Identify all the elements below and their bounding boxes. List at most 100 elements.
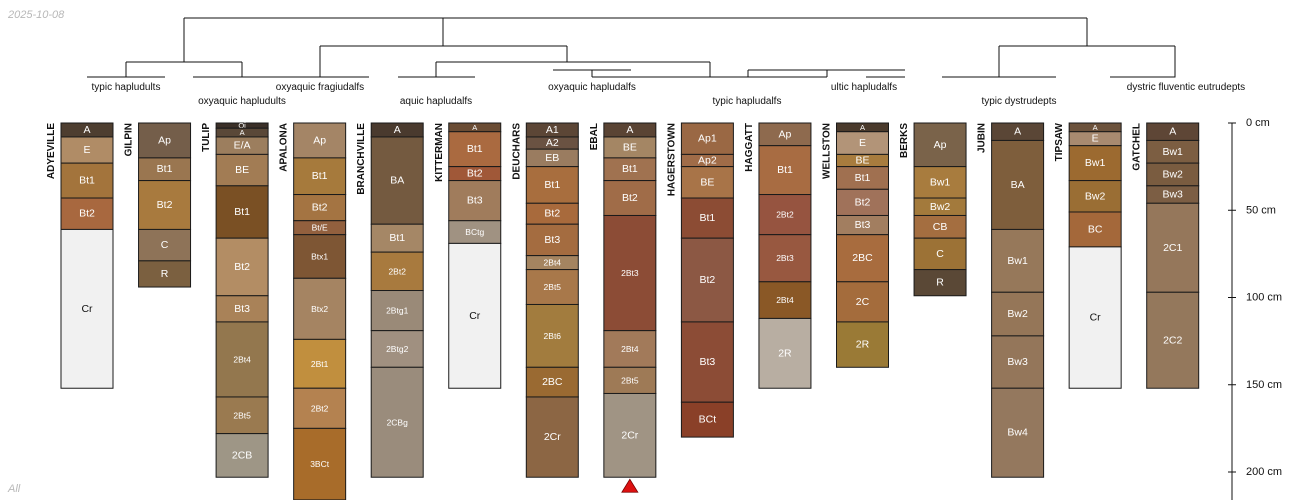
horizon-block — [680, 197, 734, 239]
horizon-block — [913, 269, 967, 297]
horizon-label: 2C2 — [1163, 334, 1182, 346]
horizon-label: 2BC — [852, 252, 873, 264]
horizon-block — [836, 234, 889, 283]
taxonomy-labels: typic hapludults oxyaquic hapludults oxy… — [92, 82, 1246, 107]
horizon-label: A — [1014, 126, 1021, 138]
taxon-label: typic hapludults — [92, 82, 161, 93]
horizon-block — [370, 290, 424, 332]
horizon-block — [603, 330, 657, 368]
horizon-label: BE — [235, 164, 249, 176]
horizon-block — [1068, 246, 1122, 389]
profile-name: EBAL — [589, 123, 600, 150]
dendrogram — [87, 17, 1176, 78]
horizon-block — [60, 228, 114, 389]
horizon-label: E — [1092, 133, 1099, 145]
horizon-label: Bt2 — [700, 274, 716, 286]
horizon-label: Ap — [934, 139, 947, 151]
soil-profile: HAGGATT Ap Bt1 2Bt2 2Bt3 2Bt4 2R — [744, 122, 812, 389]
profile-name: JUBIN — [977, 123, 988, 153]
depth-axis: 0 cm 50 cm 100 cm 150 cm 200 cm — [1228, 117, 1282, 500]
soil-profile: EBAL A BE Bt1 Bt2 2Bt3 2Bt4 2Bt5 2Cr — [589, 122, 657, 478]
horizon-label: Bt1 — [312, 170, 328, 182]
horizon-label: Oi — [238, 121, 246, 130]
horizon-label: 2Bt5 — [544, 282, 562, 292]
horizon-label: 2Cr — [544, 431, 561, 443]
horizon-label: Btx1 — [311, 251, 328, 261]
profile-name: ADYEVILLE — [46, 123, 57, 179]
horizon-label: Cr — [469, 310, 481, 322]
horizon-label: 2CBg — [387, 417, 409, 427]
horizon-block — [1068, 145, 1122, 182]
horizon-block — [1068, 180, 1122, 213]
horizon-label: 2Bt2 — [776, 210, 794, 220]
collection-label: All — [7, 483, 21, 495]
horizon-label: 2R — [778, 347, 792, 359]
horizon-label: A — [626, 124, 633, 136]
profile-name: DEUCHARS — [511, 123, 522, 180]
soil-profile: GATCHEL A Bw1 Bw2 Bw3 2C1 2C2 — [1132, 122, 1200, 389]
horizon-block — [525, 396, 579, 478]
horizon-label: 2C — [856, 296, 870, 308]
horizon-block — [680, 401, 734, 438]
horizon-label: A — [472, 123, 477, 132]
horizon-block — [991, 335, 1045, 389]
horizon-label: Btx2 — [311, 304, 328, 314]
horizon-label: A1 — [546, 124, 559, 136]
warning-triangle-icon — [621, 478, 639, 493]
depth-tick-label: 150 cm — [1246, 379, 1282, 391]
horizon-block — [836, 281, 889, 323]
horizon-label: Bw1 — [930, 176, 951, 188]
soil-profile: HAGERSTOWN Ap1 Ap2 BE Bt1 Bt2 Bt3 BCt — [666, 122, 734, 438]
soil-profile: APALONA Ap Bt1 Bt2 Bt/E Btx1 Btx2 2Bt1 2Bt2 3BCt — [279, 122, 347, 500]
taxon-label: oxyaquic hapludults — [198, 96, 286, 107]
horizon-label: E — [859, 137, 866, 149]
horizon-label: C — [161, 239, 169, 251]
soil-profile: ADYEVILLE AE Bt1 Bt2 Cr — [46, 122, 114, 389]
profile-name: WELLSTON — [822, 123, 833, 179]
depth-tick-label: 0 cm — [1246, 117, 1270, 129]
horizon-label: Ap — [779, 128, 792, 140]
horizon-block — [680, 166, 734, 199]
taxon-label: oxyaquic hapludalfs — [548, 82, 636, 93]
horizon-label: 2R — [856, 339, 870, 351]
horizon-label: 2Bt3 — [621, 268, 639, 278]
horizon-label: A — [1169, 126, 1176, 138]
profile-name: TULIP — [201, 123, 212, 152]
horizon-label: Bt2 — [622, 192, 638, 204]
profile-name: GATCHEL — [1132, 123, 1143, 171]
horizon-label: 3BCt — [310, 459, 330, 469]
horizon-label: A — [83, 124, 90, 136]
horizon-label: BCt — [699, 414, 717, 426]
soil-profile: BRANCHVILLE A BA Bt1 2Bt2 2Btg1 2Btg2 2CBg — [356, 122, 424, 478]
horizon-label: Bw2 — [1085, 190, 1106, 202]
horizon-block — [603, 392, 657, 478]
horizon-label: Bt1 — [234, 206, 250, 218]
horizon-label: A — [240, 128, 245, 137]
horizon-label: BE — [855, 155, 869, 167]
horizon-block — [991, 387, 1045, 478]
horizon-block — [138, 180, 192, 230]
horizon-block — [525, 303, 579, 368]
horizon-block — [680, 237, 734, 323]
horizon-label: Bt3 — [855, 219, 871, 231]
horizon-label: Bt1 — [700, 212, 716, 224]
horizon-label: Bt1 — [777, 164, 793, 176]
horizon-label: Bt2 — [79, 208, 95, 220]
horizon-block — [758, 234, 812, 283]
horizon-label: 2Bt3 — [776, 253, 794, 263]
horizon-block — [448, 180, 502, 222]
horizon-label: E — [83, 144, 90, 156]
horizon-block — [525, 269, 579, 305]
horizon-label: Bw2 — [1007, 308, 1028, 320]
taxon-label: oxyaquic fragiudalfs — [276, 82, 364, 93]
horizon-label: BE — [623, 141, 637, 153]
horizon-block — [991, 291, 1045, 337]
horizon-block — [293, 234, 347, 279]
horizon-label: A — [394, 124, 401, 136]
horizon-label: Bt3 — [544, 234, 560, 246]
horizon-block — [293, 338, 347, 389]
